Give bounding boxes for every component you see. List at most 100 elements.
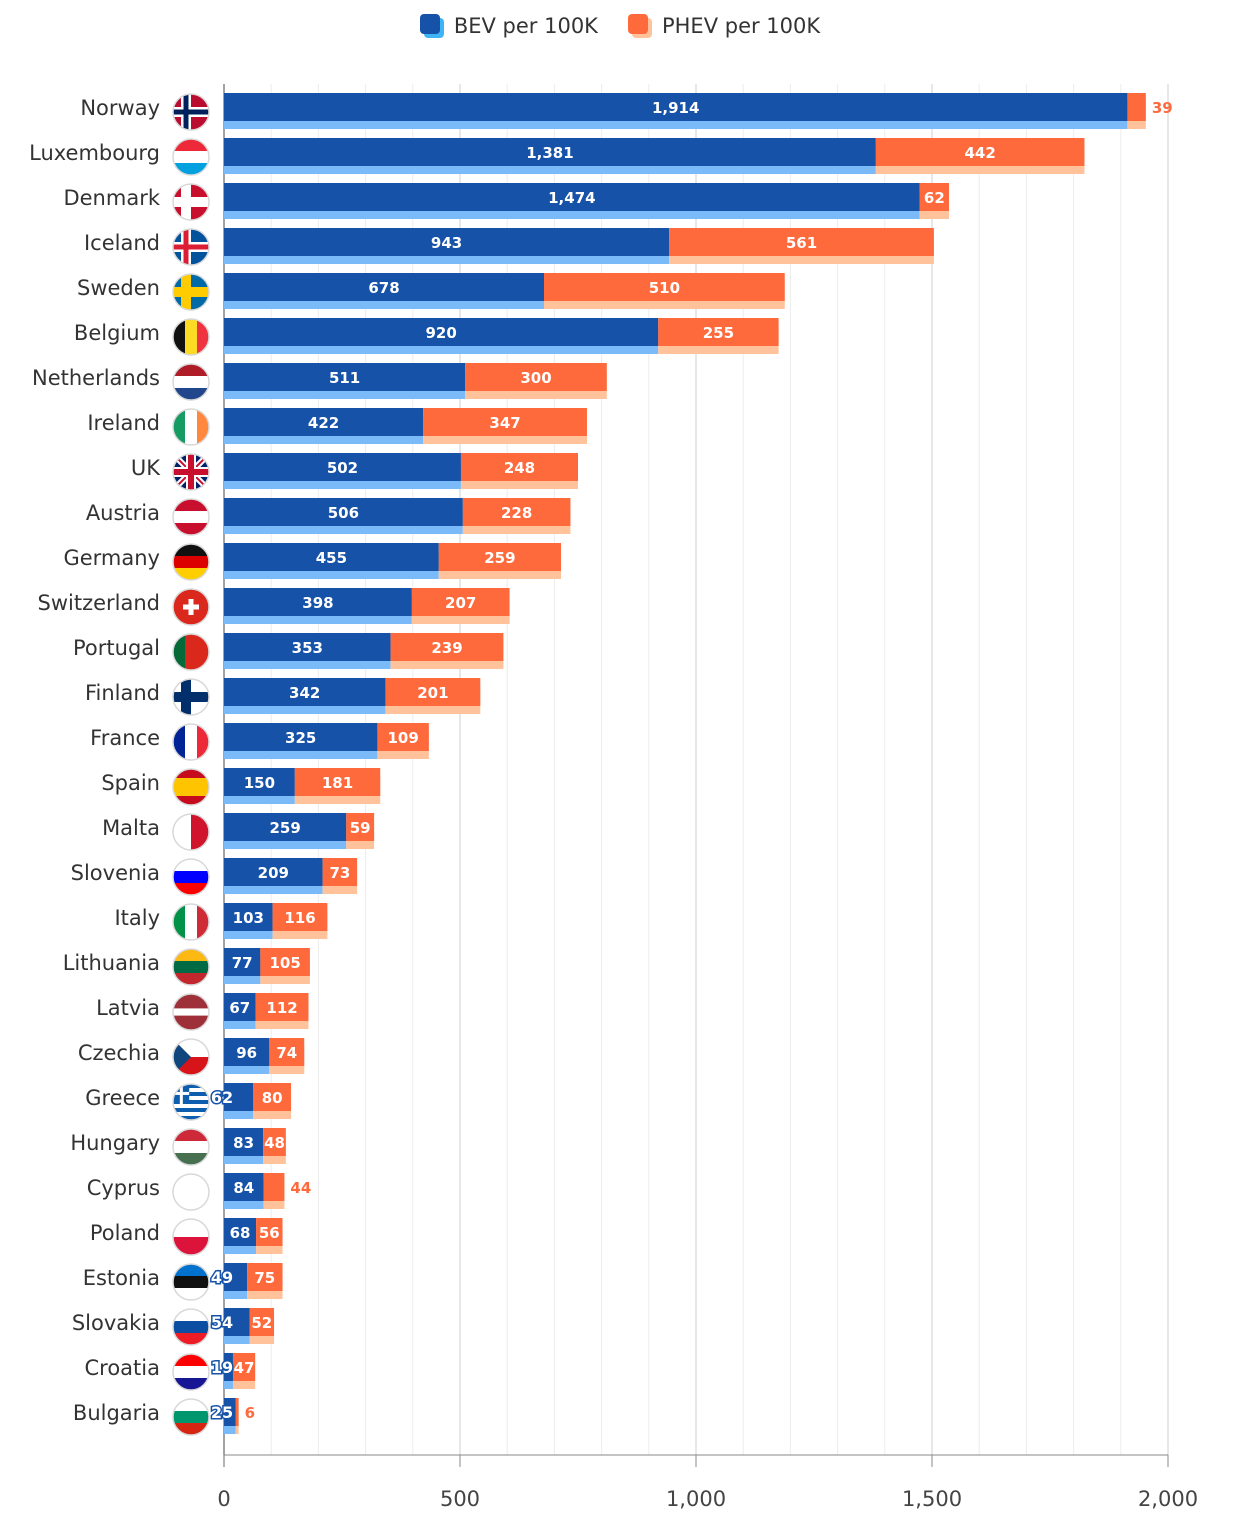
bev-value-label: 422 (308, 414, 339, 432)
bev-bar (224, 1263, 248, 1291)
phev-bar (256, 1218, 283, 1246)
phev-value-label: 109 (387, 729, 418, 747)
category-label: Belgium (74, 321, 160, 345)
phev-value-label: 112 (266, 999, 297, 1017)
phev-bar (269, 1038, 305, 1066)
flag-icon-france (172, 723, 210, 761)
phev-bar (390, 633, 504, 661)
phev-value-label: 59 (350, 819, 371, 837)
phev-value-label: 259 (484, 549, 515, 567)
phev-value-label: 181 (322, 774, 353, 792)
phev-bar (658, 318, 779, 346)
flag-icon-denmark (172, 183, 210, 221)
bev-bar (224, 903, 273, 931)
phev-value-label: 39 (1152, 99, 1173, 117)
flag-icon-sweden (172, 273, 210, 311)
x-tick-label: 500 (440, 1487, 480, 1511)
bev-bar (224, 1083, 254, 1111)
phev-bar (346, 813, 375, 841)
bev-value-label: 54 (211, 1313, 233, 1332)
bev-bar (224, 993, 256, 1021)
bev-bar (224, 138, 876, 166)
flag-icon-spain (172, 768, 210, 806)
category-label: UK (131, 456, 161, 480)
phev-bar (438, 543, 562, 571)
bev-bar (224, 1308, 250, 1336)
bev-bar (224, 93, 1128, 121)
flag-icon-estonia (172, 1263, 210, 1301)
bev-bar (224, 228, 670, 256)
phev-bar (255, 993, 309, 1021)
legend: BEV per 100K PHEV per 100K (0, 14, 1240, 38)
category-label: Estonia (83, 1266, 160, 1290)
phev-bar (235, 1398, 239, 1426)
legend-label-bev: BEV per 100K (453, 14, 598, 38)
category-label: Slovenia (71, 861, 160, 885)
phev-bar (875, 138, 1085, 166)
phev-bar (385, 678, 481, 706)
flag-icon-portugal (172, 633, 210, 671)
category-label: Germany (63, 546, 160, 570)
phev-swatch (627, 14, 652, 38)
phev-value-label: 561 (786, 234, 817, 252)
phev-bar (1127, 93, 1146, 121)
phev-value-label: 510 (649, 279, 680, 297)
phev-bar (322, 858, 358, 886)
phev-bar (460, 453, 578, 481)
bev-value-label: 209 (258, 864, 289, 882)
phev-value-label: 105 (269, 954, 300, 972)
legend-item-phev[interactable]: PHEV per 100K (627, 14, 820, 38)
phev-value-label: 248 (504, 459, 535, 477)
category-label: Cyprus (87, 1176, 160, 1200)
phev-value-label: 74 (276, 1044, 297, 1062)
phev-value-label: 47 (234, 1359, 255, 1377)
flag-icon-czechia (172, 1038, 210, 1076)
phev-bar (294, 768, 381, 796)
phev-bar (465, 363, 607, 391)
category-label: Ireland (87, 411, 160, 435)
phev-value-label: 56 (259, 1224, 280, 1242)
flag-icon-netherlands (172, 363, 210, 401)
bev-value-label: 325 (285, 729, 316, 747)
bev-value-label: 25 (211, 1403, 233, 1422)
legend-item-bev[interactable]: BEV per 100K (419, 14, 598, 38)
category-label: Bulgaria (73, 1401, 160, 1425)
flag-icon-austria (172, 498, 210, 536)
bev-bar (224, 633, 391, 661)
category-label: Netherlands (32, 366, 160, 390)
bev-value-label: 920 (425, 324, 456, 342)
category-label: Portugal (73, 636, 160, 660)
flag-icon-uk (172, 453, 210, 491)
category-label: Denmark (63, 186, 160, 210)
phev-value-label: 48 (264, 1134, 285, 1152)
flag-icon-finland (172, 678, 210, 716)
bev-bar (224, 948, 261, 976)
category-label: Finland (85, 681, 160, 705)
bev-bar (224, 183, 920, 211)
bev-value-label: 506 (328, 504, 359, 522)
bev-bar (224, 723, 378, 751)
bev-bar (224, 858, 323, 886)
bev-value-label: 84 (233, 1179, 254, 1197)
bev-value-label: 83 (233, 1134, 254, 1152)
bev-bar (224, 768, 295, 796)
phev-value-label: 239 (431, 639, 462, 657)
category-label: Austria (86, 501, 160, 525)
bev-value-label: 943 (431, 234, 462, 252)
phev-bar (377, 723, 429, 751)
bev-value-label: 19 (211, 1358, 233, 1377)
bev-bar (224, 408, 424, 436)
phev-value-label: 300 (520, 369, 551, 387)
category-label: Latvia (96, 996, 160, 1020)
flag-icon-italy (172, 903, 210, 941)
flag-icon-malta (172, 813, 210, 851)
phev-bar (462, 498, 571, 526)
flag-icon-norway (172, 93, 210, 131)
bev-value-label: 103 (233, 909, 264, 927)
category-label: France (90, 726, 160, 750)
bev-bar (224, 813, 347, 841)
phev-bar (232, 1353, 256, 1381)
phev-bar (423, 408, 587, 436)
phev-value-label: 347 (489, 414, 520, 432)
phev-value-label: 116 (284, 909, 315, 927)
